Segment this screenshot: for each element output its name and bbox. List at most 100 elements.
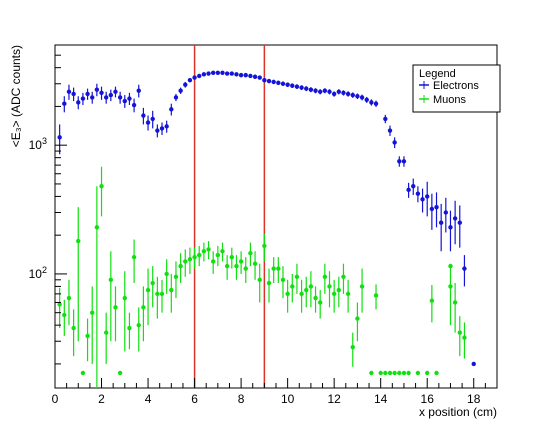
data-point [429, 206, 435, 212]
data-point [220, 70, 225, 75]
data-point [66, 89, 72, 94]
data-point [378, 370, 383, 376]
data-point [220, 249, 225, 254]
data-point [201, 72, 207, 77]
data-point [383, 116, 388, 122]
data-point [136, 88, 141, 93]
data-point [364, 97, 369, 103]
data-point [406, 370, 411, 376]
x-tick-label: 16 [421, 392, 435, 406]
data-point [448, 284, 453, 289]
data-point [308, 284, 314, 289]
data-point [90, 95, 95, 100]
x-tick-label: 6 [191, 392, 198, 406]
data-point [136, 322, 141, 328]
series-electrons [57, 70, 476, 367]
data-point [336, 89, 342, 94]
data-point [350, 344, 355, 350]
data-point [248, 250, 253, 256]
data-point [192, 75, 197, 80]
data-point [299, 85, 304, 90]
data-point [155, 128, 160, 133]
data-point [392, 140, 397, 145]
legend-box [412, 64, 501, 113]
legend-entry-electrons: Electrons [433, 80, 479, 92]
data-point [397, 370, 402, 376]
data-point [159, 126, 165, 131]
data-point [448, 225, 453, 230]
data-point [145, 120, 151, 125]
data-point [164, 271, 169, 277]
data-point [127, 325, 132, 331]
data-point [234, 72, 239, 77]
data-point [80, 96, 86, 101]
data-point [90, 310, 95, 315]
data-point [94, 225, 100, 230]
data-point [183, 259, 188, 264]
data-point [169, 107, 174, 112]
data-point [117, 95, 123, 100]
y-tick-label: 102 [29, 265, 47, 281]
data-point [224, 71, 230, 76]
data-point [122, 295, 127, 301]
data-point [85, 91, 90, 97]
data-point [271, 79, 276, 85]
x-tick-label: 18 [467, 392, 481, 406]
data-point [438, 220, 444, 225]
data-point [271, 266, 276, 271]
data-point [331, 91, 337, 97]
data-point [215, 70, 221, 75]
data-point [425, 370, 430, 376]
data-point [308, 87, 314, 92]
data-point [285, 291, 290, 297]
data-point [266, 280, 272, 286]
data-point [443, 210, 449, 215]
data-point [290, 284, 295, 289]
data-point [94, 87, 100, 92]
data-point [280, 277, 286, 283]
data-point [57, 302, 62, 307]
data-point [373, 101, 379, 106]
data-point [215, 252, 221, 258]
data-point [173, 274, 179, 279]
data-point [285, 82, 290, 87]
data-point [401, 159, 407, 164]
data-point [178, 88, 183, 93]
data-point [345, 291, 351, 297]
data-point [452, 300, 458, 305]
series-muons [57, 166, 467, 388]
data-point [434, 370, 439, 376]
data-point [248, 73, 253, 79]
data-point [224, 263, 230, 269]
data-point [327, 89, 332, 94]
data-point [145, 287, 151, 293]
data-point [206, 247, 211, 252]
data-point [322, 274, 328, 279]
data-point [238, 72, 244, 78]
data-point [234, 263, 239, 269]
data-point [238, 259, 244, 264]
data-point [192, 254, 197, 260]
x-tick-label: 4 [145, 392, 152, 406]
data-point [206, 71, 211, 76]
data-point [359, 284, 365, 289]
data-point [462, 335, 467, 340]
data-point [429, 298, 435, 303]
x-tick-label: 8 [238, 392, 245, 406]
data-point [345, 91, 351, 97]
data-point [257, 277, 262, 283]
data-point [150, 280, 155, 286]
data-point [425, 194, 430, 199]
data-point [266, 78, 272, 84]
data-point [103, 330, 109, 335]
data-point [99, 90, 104, 96]
data-point [350, 92, 355, 98]
data-point [294, 84, 300, 89]
data-point [262, 77, 267, 83]
data-point [318, 300, 323, 305]
data-point [71, 91, 76, 97]
data-point [290, 83, 295, 88]
y-axis-title: <E₃> (ADC counts) [9, 45, 23, 147]
data-point [141, 305, 146, 310]
